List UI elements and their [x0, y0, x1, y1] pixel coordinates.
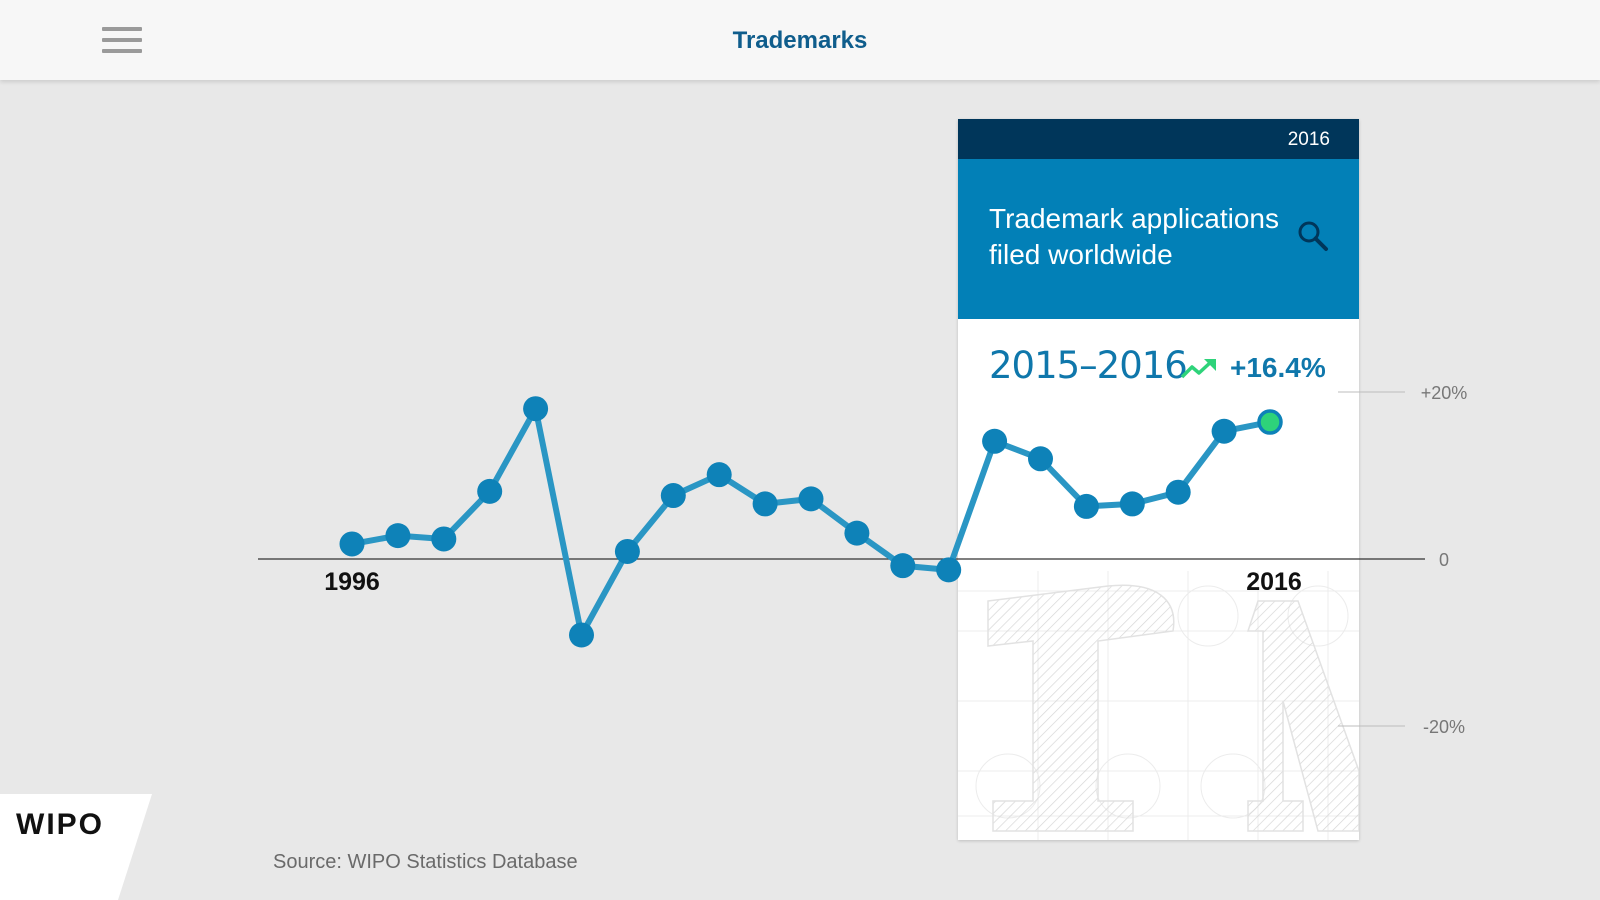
card-change: +16.4%	[1230, 352, 1326, 383]
data-point	[569, 622, 594, 648]
data-point	[477, 478, 503, 504]
data-point	[890, 553, 916, 579]
data-point	[706, 462, 732, 488]
card-header: Trademark applications filed worldwide	[958, 159, 1359, 319]
y-tick-label: +20%	[1421, 383, 1468, 403]
data-point	[523, 396, 549, 422]
search-icon[interactable]	[1296, 219, 1330, 253]
data-point	[798, 486, 824, 512]
trending-up-icon	[1180, 359, 1216, 379]
data-point	[660, 483, 686, 509]
svg-text:WIPO: WIPO	[16, 808, 104, 841]
card-title: Trademark applications filed worldwide	[989, 203, 1279, 270]
data-point	[752, 491, 778, 517]
card-period: 2015–2016	[989, 344, 1188, 387]
source-note: Source: WIPO Statistics Database	[273, 851, 578, 873]
x-tick-label: 1996	[324, 568, 380, 596]
y-tick-label: 0	[1439, 550, 1449, 570]
hamburger-menu-icon[interactable]	[100, 26, 144, 56]
card-year-bar: 2016	[958, 119, 1359, 159]
y-tick-label: -20%	[1423, 717, 1465, 737]
data-point	[844, 520, 870, 546]
data-point	[431, 526, 457, 552]
tm-sketch-illustration	[958, 571, 1359, 840]
info-card: 2016 Trademark applications filed worldw…	[958, 119, 1359, 840]
page-title: Trademarks	[732, 27, 868, 54]
data-point	[385, 523, 411, 549]
wipo-logo: WIPO	[0, 794, 152, 900]
top-bar: Trademarks	[0, 0, 1600, 80]
card-year: 2016	[1287, 129, 1330, 150]
data-point	[614, 538, 640, 564]
data-point	[339, 531, 365, 557]
